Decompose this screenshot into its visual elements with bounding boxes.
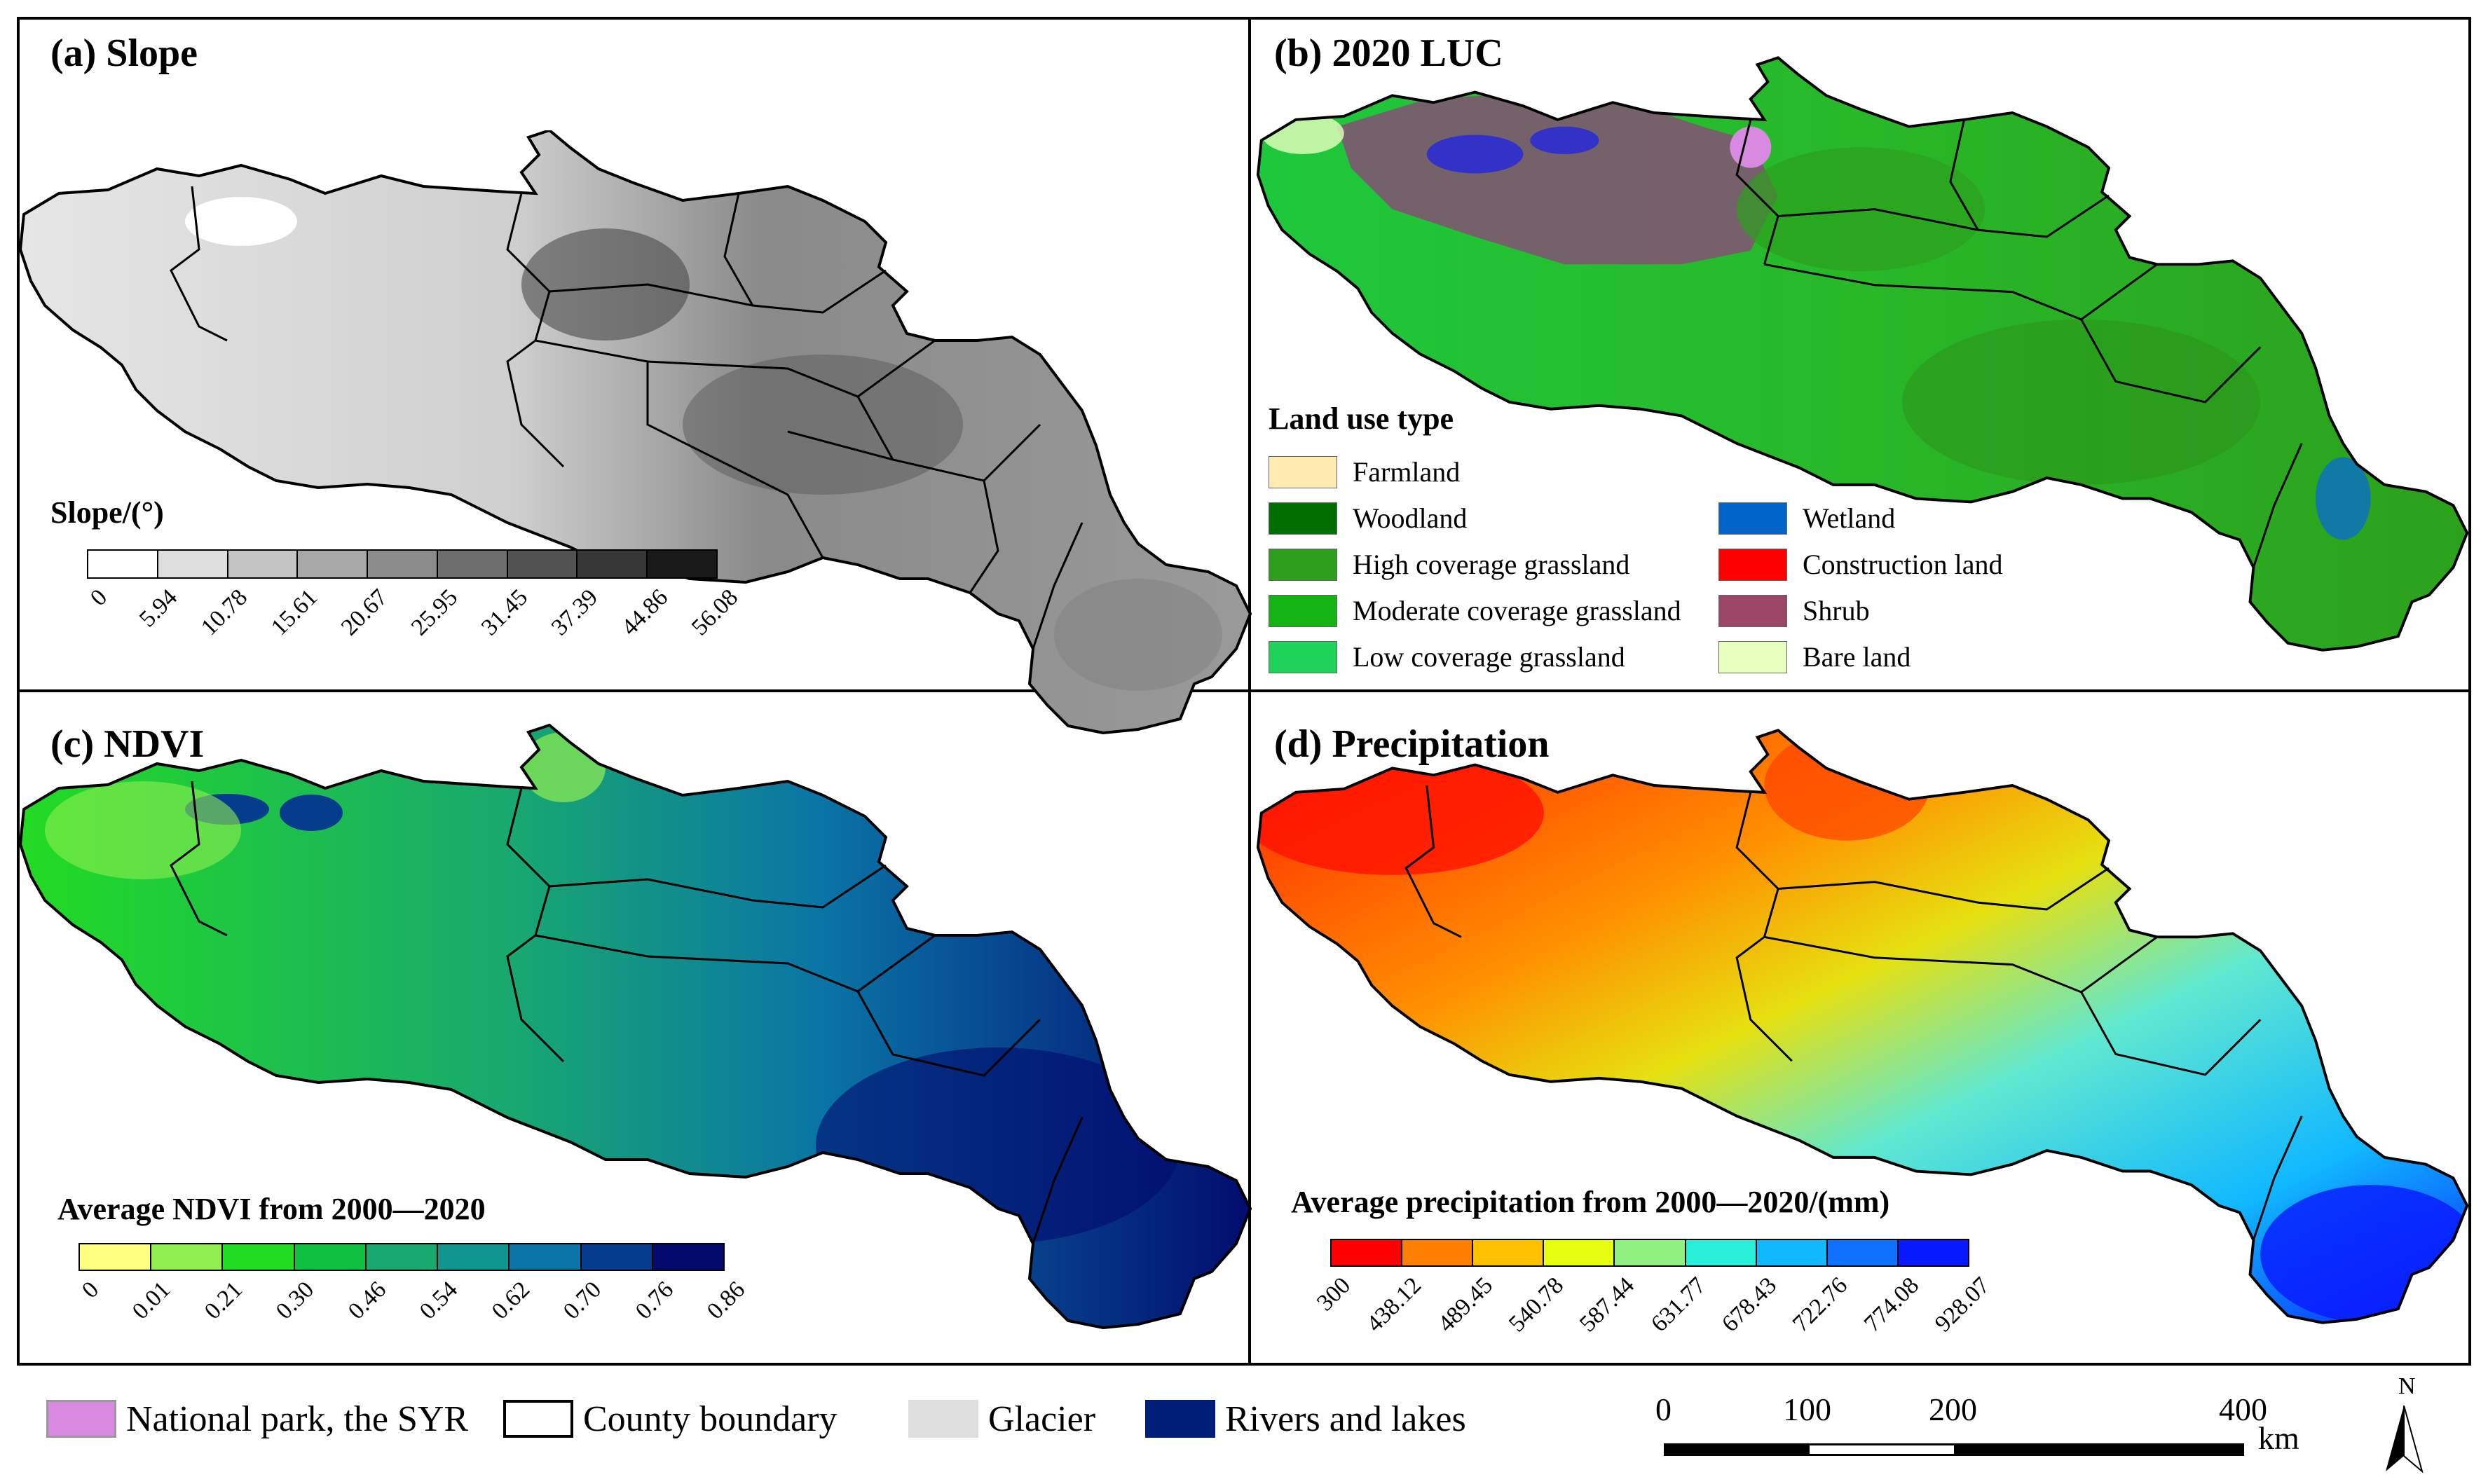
colorbar-swatch xyxy=(1827,1240,1899,1265)
land-use-legend-item: Woodland xyxy=(1269,502,1467,535)
colorbar-swatch xyxy=(510,1244,582,1270)
bottom-legend-item: Glacier xyxy=(908,1391,1095,1447)
land-use-map xyxy=(1256,56,2469,652)
slope-map xyxy=(18,130,1252,735)
colorbar-swatch xyxy=(1544,1240,1615,1265)
colorbar-swatch xyxy=(1402,1240,1474,1265)
land-use-swatch xyxy=(1269,455,1337,488)
scale-bar-seg-1 xyxy=(1664,1443,1810,1456)
colorbar-swatch xyxy=(648,551,717,577)
land-use-label: Low coverage grassland xyxy=(1353,641,1625,673)
land-use-label: Wetland xyxy=(1803,502,1896,534)
bottom-legend-label: Glacier xyxy=(988,1399,1096,1439)
bottom-legend-item: National park, the SYR xyxy=(46,1391,468,1447)
precipitation-map xyxy=(1256,729,2469,1324)
colorbar-swatch xyxy=(438,1244,510,1270)
colorbar-swatch xyxy=(366,1244,439,1270)
land-use-label: High coverage grassland xyxy=(1353,549,1630,580)
panel-divider-horizontal xyxy=(17,689,2471,692)
colorbar-swatch xyxy=(1756,1240,1828,1265)
land-use-label: Construction land xyxy=(1803,549,2003,580)
scale-tick-label: 400 xyxy=(2219,1392,2267,1427)
land-use-swatch xyxy=(1718,594,1787,627)
scale-bar-seg-2 xyxy=(1807,1443,1956,1456)
land-use-swatch xyxy=(1269,548,1337,581)
filled-box-icon xyxy=(1145,1400,1215,1438)
colorbar-swatch xyxy=(80,1244,152,1270)
bottom-legend-label: County boundary xyxy=(583,1399,838,1439)
colorbar-swatch xyxy=(652,1244,723,1270)
land-use-label: Farmland xyxy=(1353,456,1461,488)
colorbar-swatch xyxy=(1332,1240,1403,1265)
panel-c-title: (c) NDVI xyxy=(50,722,205,766)
colorbar-swatch xyxy=(507,551,578,577)
colorbar-swatch xyxy=(228,551,299,577)
bottom-legend-label: National park, the SYR xyxy=(126,1399,469,1439)
colorbar-swatch xyxy=(577,551,648,577)
land-use-label: Bare land xyxy=(1803,641,1911,673)
colorbar-swatch xyxy=(158,551,228,577)
land-use-swatch xyxy=(1269,640,1337,673)
north-label: N xyxy=(2398,1373,2416,1399)
colorbar-swatch xyxy=(294,1244,367,1270)
colorbar-swatch xyxy=(437,551,508,577)
scale-unit: km xyxy=(2258,1420,2299,1456)
colorbar-swatch xyxy=(151,1244,224,1270)
colorbar-swatch xyxy=(88,551,158,577)
land-use-swatch xyxy=(1718,640,1787,673)
land-use-label: Moderate coverage grassland xyxy=(1353,595,1681,626)
slope-colorbar-title: Slope/(°) xyxy=(50,495,164,530)
land-use-legend-item: High coverage grassland xyxy=(1269,548,1629,581)
land-use-legend-item: Construction land xyxy=(1718,548,2003,581)
outline-box-icon xyxy=(503,1400,573,1438)
panel-d-title: (d) Precipitation xyxy=(1274,722,1550,766)
colorbar-swatch xyxy=(223,1244,295,1270)
land-use-legend-item: Wetland xyxy=(1718,502,1895,535)
colorbar-swatch xyxy=(1686,1240,1757,1265)
ndvi-map xyxy=(18,723,1252,1330)
filled-box-icon xyxy=(908,1400,978,1438)
scale-bar-seg-3 xyxy=(1954,1443,2244,1456)
scale-tick-label: 100 xyxy=(1783,1392,1831,1427)
ndvi-colorbar-title: Average NDVI from 2000—2020 xyxy=(57,1192,486,1226)
land-use-swatch xyxy=(1718,548,1787,581)
slope-colorbar xyxy=(87,549,718,579)
land-use-legend-item: Shrub xyxy=(1718,594,1870,627)
land-use-legend-item: Low coverage grassland xyxy=(1269,640,1625,673)
precipitation-colorbar xyxy=(1330,1239,1969,1267)
panel-b-title: (b) 2020 LUC xyxy=(1274,32,1503,75)
land-use-swatch xyxy=(1269,594,1337,627)
colorbar-swatch xyxy=(298,551,369,577)
land-use-swatch xyxy=(1718,502,1787,535)
land-use-legend-item: Moderate coverage grassland xyxy=(1269,594,1681,627)
scale-tick-label: 0 xyxy=(1655,1392,1672,1427)
precipitation-colorbar-title: Average precipitation from 2000—2020/(mm… xyxy=(1291,1185,1890,1219)
scale-tick-label: 200 xyxy=(1929,1392,1977,1427)
bottom-legend-label: Rivers and lakes xyxy=(1225,1399,1466,1439)
land-use-legend-title: Land use type xyxy=(1269,401,1454,436)
land-use-label: Shrub xyxy=(1803,595,1870,626)
colorbar-swatch xyxy=(1615,1240,1686,1265)
filled-box-icon xyxy=(46,1400,116,1438)
land-use-label: Woodland xyxy=(1353,502,1468,534)
colorbar-swatch xyxy=(1898,1240,1968,1265)
colorbar-swatch xyxy=(581,1244,653,1270)
panel-a-title: (a) Slope xyxy=(50,32,198,75)
colorbar-swatch xyxy=(1473,1240,1545,1265)
ndvi-colorbar xyxy=(78,1243,725,1271)
land-use-swatch xyxy=(1269,502,1337,535)
bottom-legend-item: Rivers and lakes xyxy=(1145,1391,1466,1447)
bottom-legend-item: County boundary xyxy=(503,1391,838,1447)
land-use-legend-item: Farmland xyxy=(1269,455,1460,488)
land-use-legend-item: Bare land xyxy=(1718,640,1911,673)
colorbar-swatch xyxy=(368,551,438,577)
north-arrow-icon xyxy=(2386,1406,2424,1473)
